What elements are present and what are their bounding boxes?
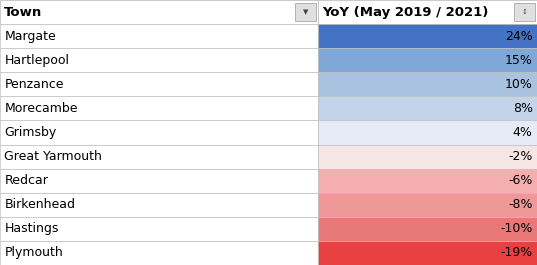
- Text: YoY (May 2019 / 2021): YoY (May 2019 / 2021): [322, 6, 489, 19]
- Text: Plymouth: Plymouth: [4, 246, 63, 259]
- Bar: [318, 48, 537, 72]
- Bar: [318, 193, 537, 217]
- Bar: [0, 48, 318, 72]
- Bar: [0, 193, 318, 217]
- Bar: [0, 144, 318, 169]
- Text: -19%: -19%: [500, 246, 533, 259]
- Bar: [318, 96, 537, 121]
- Bar: [318, 72, 537, 96]
- Bar: [0, 72, 318, 96]
- Text: Redcar: Redcar: [4, 174, 48, 187]
- Text: 15%: 15%: [505, 54, 533, 67]
- Bar: [295, 3, 316, 21]
- Bar: [318, 144, 537, 169]
- Text: Great Yarmouth: Great Yarmouth: [4, 150, 102, 163]
- Bar: [0, 241, 318, 265]
- Bar: [0, 121, 318, 144]
- Text: -10%: -10%: [500, 222, 533, 235]
- Bar: [318, 24, 537, 48]
- Text: Margate: Margate: [4, 30, 56, 43]
- Text: 8%: 8%: [513, 102, 533, 115]
- Text: ↕: ↕: [522, 9, 527, 15]
- Text: Hastings: Hastings: [4, 222, 59, 235]
- Bar: [0, 0, 318, 24]
- Text: Penzance: Penzance: [4, 78, 64, 91]
- Text: -8%: -8%: [508, 198, 533, 211]
- Text: Birkenhead: Birkenhead: [4, 198, 75, 211]
- Text: 10%: 10%: [505, 78, 533, 91]
- Bar: [514, 3, 535, 21]
- Bar: [0, 169, 318, 193]
- Text: Hartlepool: Hartlepool: [4, 54, 69, 67]
- Bar: [318, 241, 537, 265]
- Bar: [0, 96, 318, 121]
- Bar: [318, 217, 537, 241]
- Text: -6%: -6%: [509, 174, 533, 187]
- Text: Grimsby: Grimsby: [4, 126, 56, 139]
- Bar: [318, 169, 537, 193]
- Bar: [0, 24, 318, 48]
- Text: -2%: -2%: [509, 150, 533, 163]
- Text: ▼: ▼: [303, 9, 308, 15]
- Text: Town: Town: [4, 6, 42, 19]
- Text: 4%: 4%: [513, 126, 533, 139]
- Bar: [318, 0, 537, 24]
- Text: Morecambe: Morecambe: [4, 102, 78, 115]
- Bar: [0, 217, 318, 241]
- Text: 24%: 24%: [505, 30, 533, 43]
- Bar: [318, 121, 537, 144]
